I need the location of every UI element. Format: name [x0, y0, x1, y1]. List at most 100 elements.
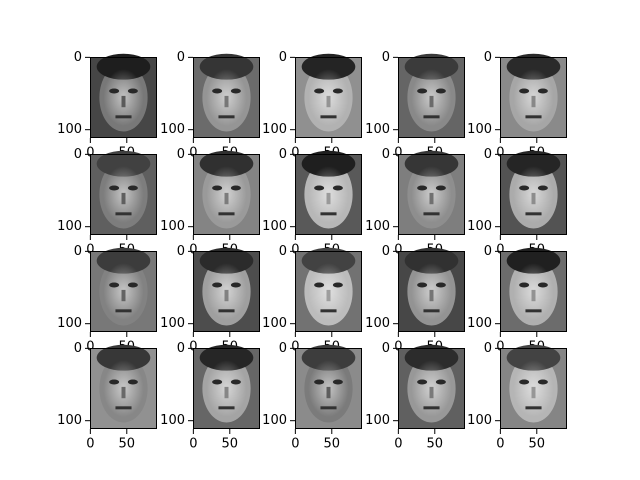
y-tick-label: 0 — [74, 147, 82, 162]
axes-frame — [398, 154, 465, 235]
mouth — [525, 406, 542, 410]
eye — [435, 88, 446, 94]
hair — [506, 150, 561, 177]
eye — [109, 282, 120, 288]
axes-frame — [295, 348, 362, 429]
eye — [127, 282, 138, 288]
y-tick-label: 0 — [382, 244, 390, 259]
x-tick-label: 0 — [86, 243, 94, 258]
eye — [332, 88, 343, 94]
y-tick-label: 0 — [177, 50, 185, 65]
axes-frame — [90, 57, 157, 138]
x-tick-label: 0 — [394, 243, 402, 258]
y-tick-label: 100 — [365, 413, 390, 428]
nose — [121, 95, 126, 108]
y-tick-label: 100 — [57, 316, 82, 331]
x-tick-label: 0 — [496, 243, 504, 258]
x-tick-label: 50 — [427, 437, 444, 452]
mouth — [423, 309, 440, 313]
y-tick-label: 100 — [467, 122, 492, 137]
hair — [199, 344, 254, 371]
x-tick-label: 0 — [496, 437, 504, 452]
hair — [404, 53, 459, 80]
eye — [314, 185, 325, 191]
nose — [224, 95, 229, 108]
y-tick-label: 100 — [160, 219, 185, 234]
x-tick-label: 0 — [291, 437, 299, 452]
eye — [314, 88, 325, 94]
axes-frame — [500, 154, 567, 235]
y-tick-label: 100 — [467, 413, 492, 428]
nose — [224, 192, 229, 205]
hair — [96, 247, 151, 274]
nose — [326, 289, 331, 302]
eye — [127, 379, 138, 385]
y-tick-label: 100 — [365, 316, 390, 331]
nose — [531, 192, 536, 205]
hair — [199, 150, 254, 177]
nose — [326, 95, 331, 108]
nose — [429, 192, 434, 205]
axes-frame — [500, 57, 567, 138]
mouth — [320, 406, 337, 410]
y-tick-label: 100 — [160, 316, 185, 331]
x-tick-label: 0 — [394, 146, 402, 161]
eye — [109, 88, 120, 94]
hair — [96, 344, 151, 371]
subplot: 0 100 0 50 — [365, 341, 465, 452]
x-tick-label: 0 — [394, 340, 402, 355]
x-tick-label: 0 — [394, 437, 402, 452]
y-tick-label: 100 — [262, 316, 287, 331]
eye — [537, 185, 548, 191]
y-tick-label: 0 — [382, 50, 390, 65]
mouth — [525, 309, 542, 313]
y-tick-label: 0 — [279, 147, 287, 162]
mouth — [320, 309, 337, 313]
hair — [301, 53, 356, 80]
y-tick-label: 0 — [74, 50, 82, 65]
nose — [326, 386, 331, 399]
axes-frame — [193, 251, 260, 332]
y-tick-label: 0 — [484, 341, 492, 356]
nose — [429, 289, 434, 302]
eye — [127, 185, 138, 191]
eye — [435, 185, 446, 191]
eye — [314, 282, 325, 288]
nose — [121, 289, 126, 302]
axes-frame — [500, 251, 567, 332]
eye — [230, 379, 241, 385]
hair — [506, 247, 561, 274]
x-tick-label: 0 — [496, 340, 504, 355]
eye — [212, 282, 223, 288]
y-tick-label: 100 — [57, 122, 82, 137]
x-tick-label: 0 — [86, 437, 94, 452]
mouth — [525, 212, 542, 216]
y-tick-label: 100 — [262, 219, 287, 234]
mouth — [218, 309, 235, 313]
axes-frame — [295, 251, 362, 332]
hair — [96, 53, 151, 80]
axes-frame — [90, 348, 157, 429]
eye — [212, 379, 223, 385]
y-tick-label: 100 — [57, 219, 82, 234]
eye — [519, 282, 530, 288]
hair — [301, 247, 356, 274]
y-tick-label: 100 — [365, 219, 390, 234]
hair — [96, 150, 151, 177]
hair — [301, 344, 356, 371]
y-tick-label: 0 — [177, 244, 185, 259]
y-tick-label: 100 — [467, 219, 492, 234]
eye — [109, 185, 120, 191]
x-tick-label: 0 — [189, 437, 197, 452]
